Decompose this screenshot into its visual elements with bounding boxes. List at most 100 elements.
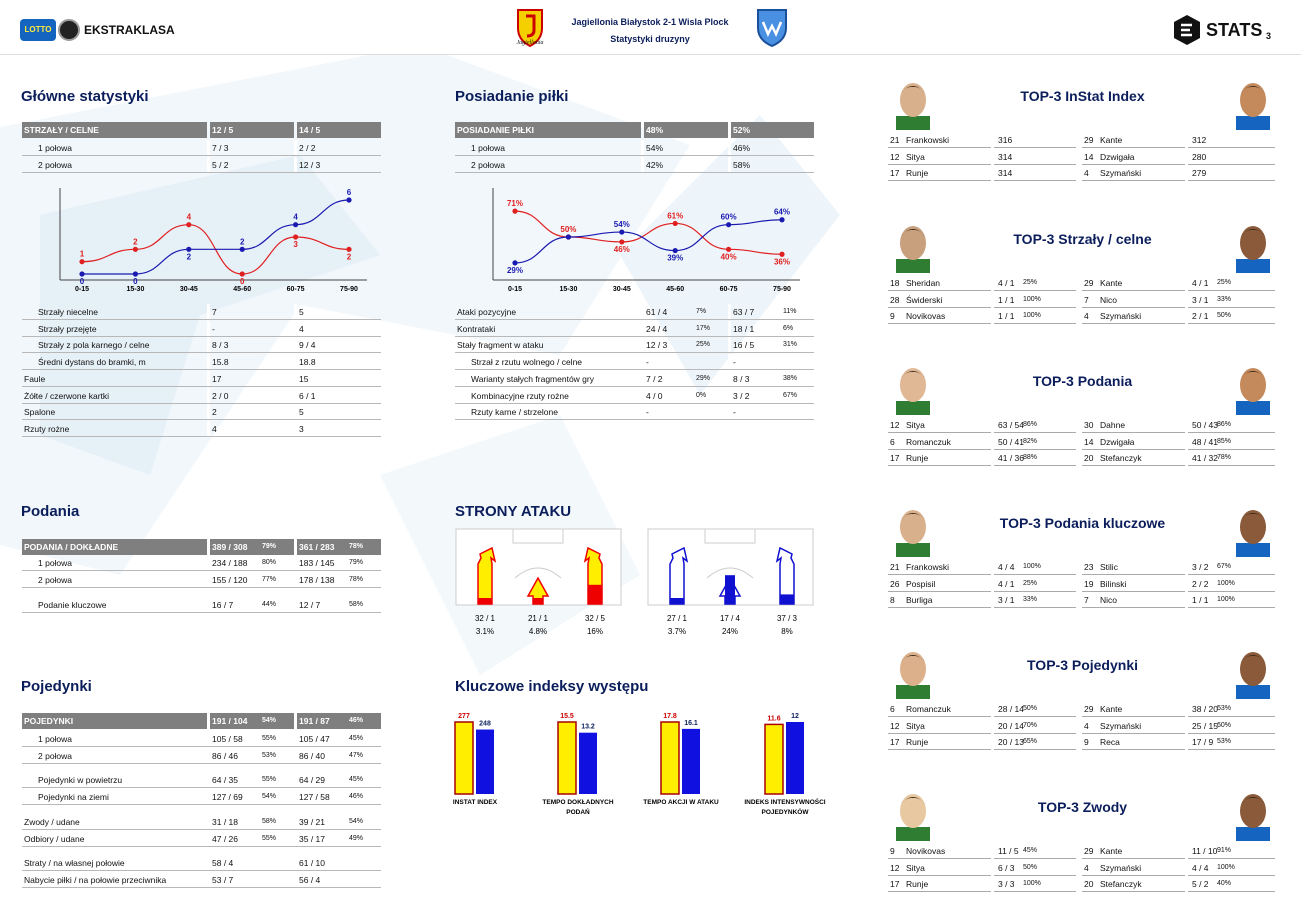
player-pct: 100% bbox=[1023, 563, 1041, 570]
row-label: Rzuty karne / strzelone bbox=[471, 407, 558, 418]
player-name: Nico bbox=[1100, 595, 1118, 606]
player-pct: 100% bbox=[1023, 312, 1041, 320]
home-value: 24 / 4 bbox=[646, 323, 668, 334]
data-point bbox=[132, 271, 138, 277]
row-label: Pojedynki w powietrzu bbox=[38, 775, 123, 785]
column-gap bbox=[207, 772, 210, 787]
stat-row: Strzały z pola karnego / celne 8 / 3 9 / 4 bbox=[22, 337, 381, 354]
shots-timeline-chart: 0-15 15-30 30-45 45-60 60-75 75-90 1 2 4 0 3 2 0 0 2 2 4… bbox=[59, 188, 367, 293]
player-pct: 50% bbox=[1023, 705, 1038, 712]
player-value: 6 / 3 bbox=[998, 862, 1015, 873]
column-gap bbox=[207, 387, 210, 403]
player-name: Szymański bbox=[1100, 720, 1142, 731]
attack-count: 32 / 5 bbox=[585, 614, 606, 623]
home-pct: 55% bbox=[262, 835, 277, 842]
header-cell-bg bbox=[297, 539, 381, 555]
home-crest bbox=[512, 8, 548, 50]
data-point bbox=[726, 222, 732, 228]
player-pct: 91% bbox=[1217, 847, 1232, 854]
away-value: 18 / 1 bbox=[733, 323, 755, 334]
top3-title: TOP-3 Zwody bbox=[1037, 799, 1128, 815]
column-gap bbox=[641, 387, 644, 403]
player-pct: 25% bbox=[1217, 279, 1232, 286]
player-pct: 33% bbox=[1023, 596, 1038, 604]
column-gap bbox=[991, 859, 994, 877]
duel-row: Odbiory / udane 47 / 26 55% 35 / 17 49% bbox=[22, 831, 381, 847]
player-number: 29 bbox=[1084, 704, 1094, 714]
x-tick-label: 75-90 bbox=[773, 286, 791, 293]
away-player-photo bbox=[1230, 503, 1276, 557]
column-gap bbox=[1185, 148, 1188, 166]
home-value: 58 / 4 bbox=[212, 858, 234, 868]
column-gap bbox=[1185, 308, 1188, 326]
player-number: 20 bbox=[1084, 879, 1094, 890]
home-value: - bbox=[646, 357, 649, 368]
home-pct: 77% bbox=[262, 576, 277, 583]
player-value: 4 / 4 bbox=[1192, 862, 1209, 873]
column-gap bbox=[294, 370, 297, 386]
data-label: 0 bbox=[240, 277, 245, 286]
column-gap bbox=[1185, 291, 1188, 309]
column-gap bbox=[991, 575, 994, 593]
home-logo-caption: Jagiellonia bbox=[516, 40, 544, 46]
away-pct: 47% bbox=[349, 752, 364, 759]
data-label: 50% bbox=[560, 225, 576, 234]
home-player-photo bbox=[890, 361, 936, 415]
top3-away-row: 4 Szymański 279 bbox=[1082, 165, 1275, 183]
top3-away-row: 20 Stefanczyk 41 / 32 78% bbox=[1082, 450, 1275, 468]
player-name: Runje bbox=[906, 879, 929, 890]
away-player-photo bbox=[1230, 219, 1276, 273]
top3-title: TOP-3 InStat Index bbox=[1020, 88, 1145, 104]
player-pct: 88% bbox=[1023, 454, 1038, 462]
top3-title: TOP-3 Strzały / celne bbox=[1013, 231, 1152, 247]
column-gap bbox=[294, 872, 297, 887]
attack-pct: 4.8% bbox=[529, 627, 547, 636]
home-player-photo bbox=[890, 787, 936, 841]
home-pct: 55% bbox=[262, 776, 277, 783]
index-category-label: TEMPO DOKŁADNYCH bbox=[542, 799, 613, 806]
player-name: Stefanczyk bbox=[1100, 879, 1142, 890]
column-gap bbox=[641, 304, 644, 319]
player-name: Dzwigała bbox=[1100, 436, 1135, 447]
player-value: 48 / 41 bbox=[1192, 436, 1218, 447]
home-value: 234 / 188 bbox=[212, 558, 248, 568]
away-index-bar bbox=[786, 722, 804, 794]
column-gap bbox=[991, 308, 994, 326]
column-gap bbox=[991, 132, 994, 149]
header-cell-bg bbox=[644, 122, 728, 138]
top3-away-row: 19 Bilinski 2 / 2 100% bbox=[1082, 575, 1275, 593]
home-value: 54% bbox=[646, 143, 664, 153]
home-player-photo bbox=[890, 76, 936, 130]
row-label: 1 połowa bbox=[38, 143, 73, 153]
away-value: 52% bbox=[733, 125, 751, 135]
series-line bbox=[514, 219, 783, 264]
player-name: Sitya bbox=[906, 862, 925, 873]
column-gap bbox=[294, 831, 297, 846]
player-value: 11 / 5 bbox=[998, 846, 1019, 856]
column-gap bbox=[1185, 843, 1188, 860]
away-value: 46% bbox=[733, 143, 751, 153]
home-value: 191 / 104 bbox=[212, 716, 248, 726]
top3-home-row: 17 Runje 41 / 36 88% bbox=[888, 450, 1076, 468]
player-number: 21 bbox=[890, 562, 900, 572]
home-value: 53 / 7 bbox=[212, 875, 234, 885]
header-cell-bg bbox=[297, 713, 381, 729]
attack-level-fill bbox=[478, 598, 492, 604]
player-number: 12 bbox=[890, 151, 900, 162]
column-gap bbox=[728, 370, 731, 386]
player-value: 1 / 1 bbox=[998, 311, 1015, 322]
data-point bbox=[779, 251, 785, 257]
player-value: 2 / 2 bbox=[1192, 578, 1209, 589]
away-index-bar bbox=[682, 728, 700, 794]
attack-pct: 8% bbox=[781, 627, 793, 636]
row-label: 1 połowa bbox=[38, 734, 73, 744]
away-index-bar bbox=[579, 732, 597, 794]
data-label: 4 bbox=[187, 213, 192, 222]
data-point bbox=[512, 260, 518, 266]
column-gap bbox=[294, 555, 297, 570]
column-gap bbox=[728, 404, 731, 420]
column-gap bbox=[728, 156, 731, 172]
away-pct: 46% bbox=[349, 793, 364, 800]
player-pct: 53% bbox=[1217, 738, 1232, 746]
player-value: 3 / 1 bbox=[998, 595, 1015, 606]
